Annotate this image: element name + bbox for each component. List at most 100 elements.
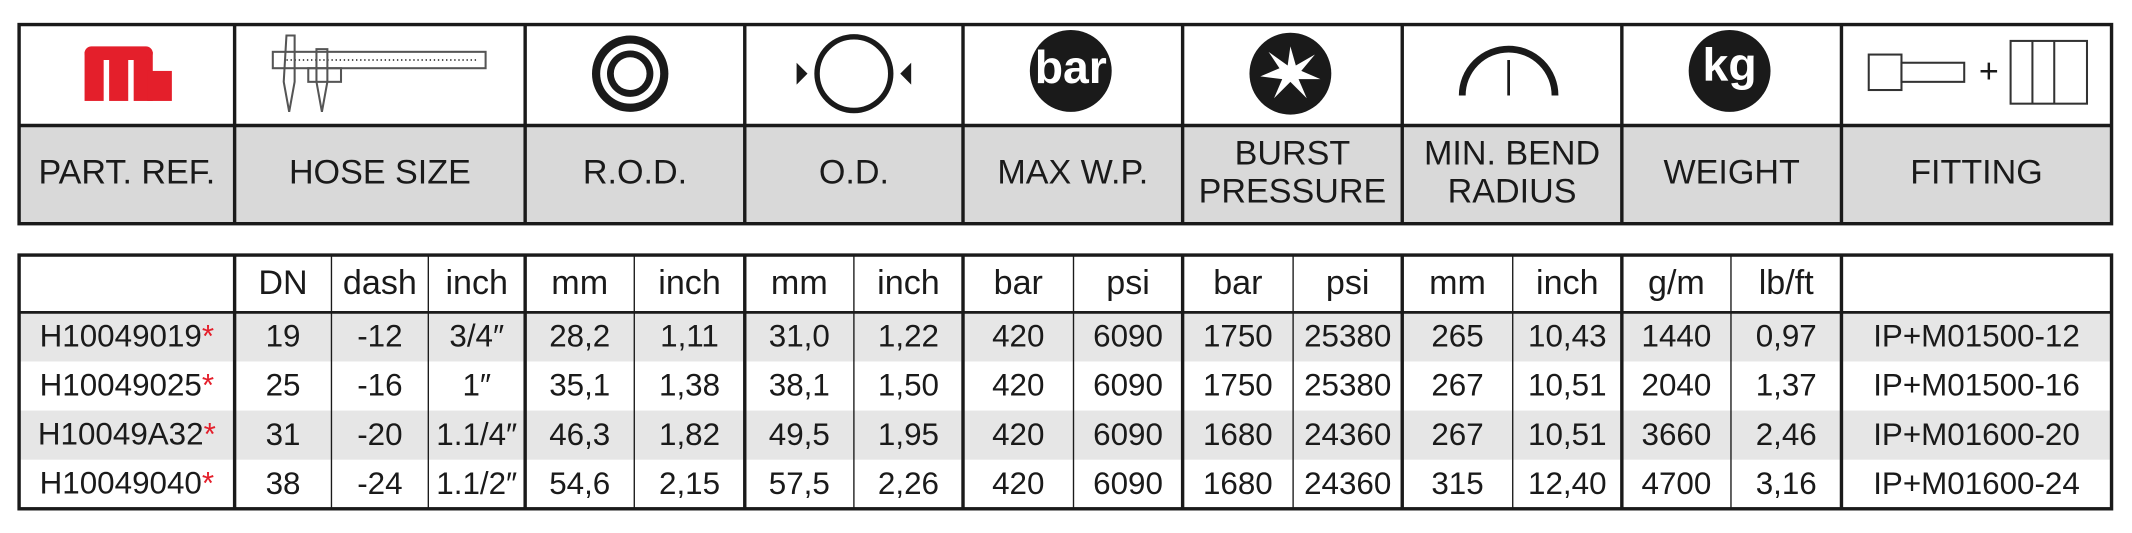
cell-value: 420 [992,466,1044,501]
part-ref: H10049A32* [38,417,216,452]
cell-value: 1,37 [1756,368,1817,403]
unit-label: dash [343,264,417,302]
cell-value: 2,26 [878,466,939,501]
cell-value: 54,6 [549,466,610,501]
cell-value: 10,51 [1528,368,1606,403]
cell-value: -24 [357,466,402,501]
cell-value: 25 [266,368,301,403]
cell-value: 2,15 [659,466,720,501]
bar-icon-text: bar [1035,41,1107,93]
part-ref-mark: * [202,466,214,501]
cell-value: 2,46 [1756,417,1817,452]
column-label: BURST [1235,135,1351,173]
column-label: FITTING [1910,154,2043,192]
cell-value: -16 [357,368,402,403]
cell-value: 6090 [1093,368,1163,403]
cell-value: 1680 [1203,466,1273,501]
cell-value: 25380 [1304,368,1391,403]
cell-value: 1750 [1203,319,1273,354]
cell-value: 38,1 [769,368,830,403]
part-ref-code: H10049A32 [38,417,204,452]
cell-value: 0,97 [1756,319,1817,354]
part-ref: H10049019* [40,319,214,354]
cell-value: 1,50 [878,368,939,403]
cell-value: 315 [1431,466,1483,501]
column-label: RADIUS [1448,173,1577,211]
kg-icon [1688,30,1771,112]
cell-value: 10,43 [1528,319,1606,354]
unit-label: mm [771,264,828,302]
unit-label: DN [258,264,307,302]
cell-value: 6090 [1093,466,1163,501]
cell-value: 1.1/4″ [436,417,517,452]
part-ref: H10049025* [40,368,214,403]
part-ref-mark: * [202,368,214,403]
cell-value: 1,38 [659,368,720,403]
row-band [19,410,2112,460]
cell-value: 12,40 [1528,466,1606,501]
cell-value: 19 [266,319,301,354]
rod-icon [591,35,669,112]
cell-value: 1750 [1203,368,1273,403]
part-ref-mark: * [202,319,214,354]
column-label: R.O.D. [583,154,687,192]
unit-label: inch [877,264,940,302]
column-label: MIN. BEND [1424,135,1600,173]
cell-value: 31,0 [769,319,830,354]
cell-value: 38 [266,466,301,501]
cell-value: 420 [992,368,1044,403]
cell-value: 1,95 [878,417,939,452]
header-icons [84,30,2089,115]
cell-value: 2040 [1642,368,1712,403]
cell-value: 267 [1431,368,1483,403]
cell-value: -20 [357,417,402,452]
column-label: MAX W.P. [997,154,1148,192]
cell-value: 35,1 [549,368,610,403]
unit-label: inch [445,264,508,302]
unit-label: inch [658,264,721,302]
cell-value: -12 [357,319,402,354]
cell-value: 31 [266,417,301,452]
cell-value: 1,82 [659,417,720,452]
cell-value: 1″ [462,368,491,403]
cell-value: 10,51 [1528,417,1606,452]
unit-label: bar [994,264,1043,302]
cell-value: 46,3 [549,417,610,452]
cell-value: IP+M01600-24 [1873,466,2080,501]
part-ref-code: H10049040 [40,466,202,501]
header-band [19,125,2112,224]
cell-value: IP+M01600-20 [1873,417,2080,452]
fitting-icon [1867,39,2089,105]
unit-label: lb/ft [1759,264,1814,302]
column-label: WEIGHT [1663,154,1800,192]
fitting-plus: + [1979,53,1999,91]
cell-value: 49,5 [769,417,830,452]
cell-value: 3/4″ [449,319,504,354]
part-ref: H10049040* [40,466,214,501]
cell-value: 6090 [1093,417,1163,452]
kg-icon-text: kg [1703,38,1757,90]
caliper-icon [271,34,487,113]
cell-value: IP+M01500-12 [1873,319,2080,354]
part-ref-code: H10049025 [40,368,202,403]
cell-value: 265 [1431,319,1483,354]
unit-label: psi [1106,264,1150,302]
unit-label: g/m [1648,264,1705,302]
cell-value: 25380 [1304,319,1391,354]
cell-value: 420 [992,417,1044,452]
cell-value: IP+M01500-16 [1873,368,2080,403]
od-icon [796,34,912,114]
cell-value: 57,5 [769,466,830,501]
row-band [19,312,2112,362]
unit-label: mm [551,264,608,302]
cell-value: 3,16 [1756,466,1817,501]
cell-value: 6090 [1093,319,1163,354]
bend-icon [1458,45,1559,96]
unit-label: mm [1429,264,1486,302]
cell-value: 1.1/2″ [436,466,517,501]
cell-value: 1680 [1203,417,1273,452]
table-border [17,253,2114,511]
column-label: PART. REF. [38,154,215,192]
